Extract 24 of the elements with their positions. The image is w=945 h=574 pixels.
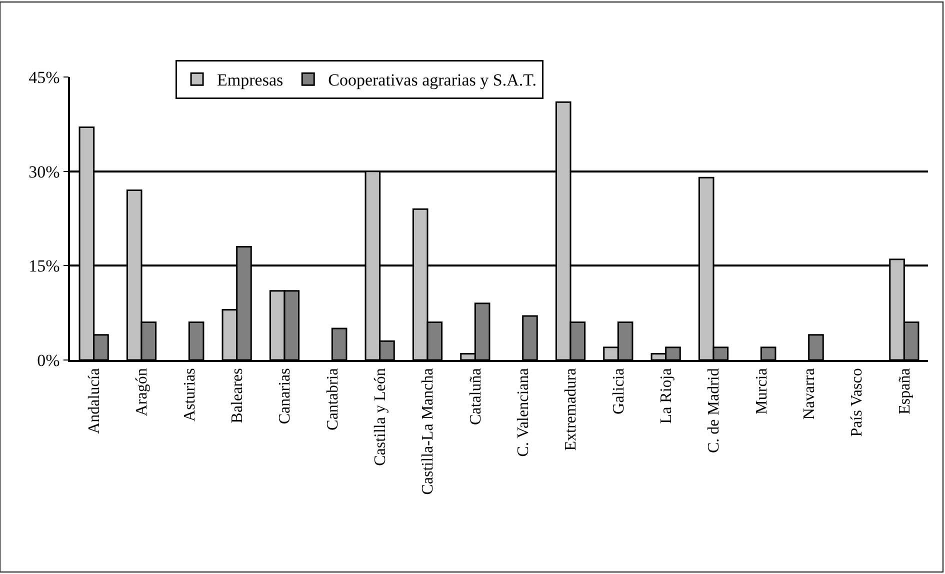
x-tick-label: Murcia xyxy=(753,368,770,414)
x-tick-label: Aragón xyxy=(134,368,151,416)
x-tick-label: C. de Madrid xyxy=(706,368,723,454)
x-tick-label: C. Valenciana xyxy=(515,368,532,457)
x-tick-label: Canarias xyxy=(276,368,294,424)
x-tick-label: Andalucía xyxy=(86,368,104,434)
legend-label: Cooperativas agrarias y S.A.T. xyxy=(328,70,536,90)
x-tick-label: Castilla y León xyxy=(372,368,390,466)
y-tick-label: 45% xyxy=(28,68,60,87)
x-tick-label: País Vasco xyxy=(848,368,866,437)
y-tick-label: 0% xyxy=(37,350,60,370)
x-tick-label: Cataluña xyxy=(467,368,484,426)
x-tick-label: España xyxy=(896,368,914,414)
x-tick-label: Baleares xyxy=(229,368,246,424)
x-tick-label: La Rioja xyxy=(658,368,676,424)
x-tick-label: Extremadura xyxy=(562,368,580,451)
legend-label: Empresas xyxy=(217,70,284,90)
y-tick-label: 15% xyxy=(28,256,60,276)
x-tick-label: Castilla-La Mancha xyxy=(420,368,437,495)
x-tick-label: Galicia xyxy=(610,368,628,414)
x-tick-label: Asturias xyxy=(181,368,198,422)
x-tick-label: Navarra xyxy=(801,368,818,420)
x-tick-label: Cantabria xyxy=(324,368,342,430)
y-tick-label: 30% xyxy=(28,162,60,182)
